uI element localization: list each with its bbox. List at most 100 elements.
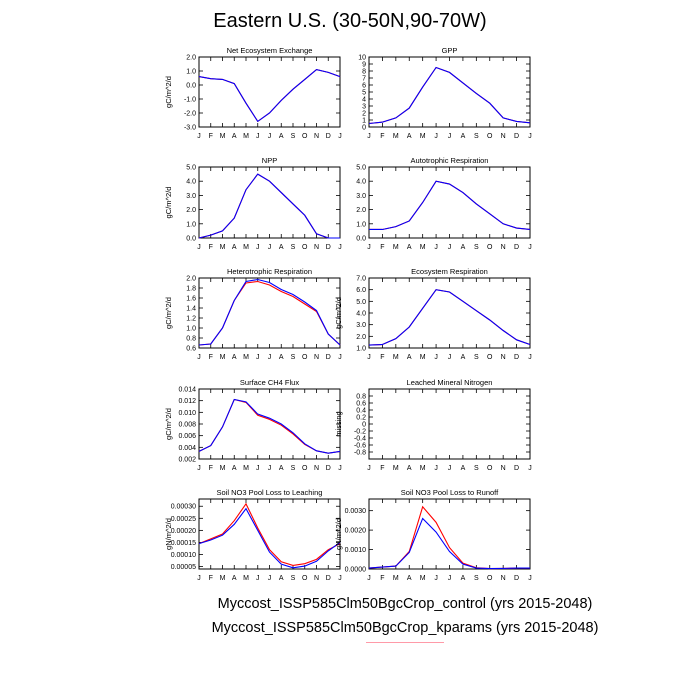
x-tick-label: A [232, 575, 237, 582]
y-tick-label: 0.0 [186, 236, 196, 243]
x-tick-label: J [367, 244, 371, 251]
page-title: Eastern U.S. (30-50N,90-70W) [213, 10, 487, 32]
y-tick-label: 1.0 [186, 221, 196, 228]
x-tick-label: J [434, 465, 438, 472]
x-tick-label: A [279, 575, 284, 582]
series-line-2 [198, 69, 341, 123]
plot-frame [198, 277, 341, 349]
y-tick-label: 0.008 [178, 422, 196, 429]
x-tick-label: N [501, 133, 506, 140]
y-tick-label: 0.4 [356, 408, 366, 415]
x-tick-label: S [291, 244, 296, 251]
panel-4: Autotrophic Respiration 5.0 4.0 3.0 2.0 1.0 0.… [356, 156, 531, 251]
x-tick-label: N [314, 133, 319, 140]
y-tick-label: -1.0 [184, 97, 196, 104]
x-tick-label: J [338, 465, 342, 472]
y-tick-label: 5.0 [356, 299, 366, 306]
y-tick-label: -0.8 [354, 450, 366, 457]
y-tick-label: 10 [358, 55, 366, 62]
panel-7: Surface CH4 Flux gC/m^2/d 0.014 0.012 0.010 0… [164, 378, 342, 472]
y-axis-label: gC/m^2/d [164, 76, 173, 108]
y-tick-label: 0.8 [356, 394, 366, 401]
x-tick-label: J [268, 244, 272, 251]
series-line-1 [198, 398, 341, 454]
y-tick-label: -3.0 [184, 125, 196, 132]
x-tick-label: M [220, 354, 226, 361]
x-tick-label: J [448, 354, 452, 361]
x-tick-label: J [256, 354, 260, 361]
x-tick-label: O [302, 354, 308, 361]
x-tick-label: F [380, 354, 384, 361]
x-tick-label: J [256, 133, 260, 140]
x-tick-label: A [461, 244, 466, 251]
x-tick-label: N [314, 354, 319, 361]
x-tick-label: J [197, 133, 201, 140]
x-tick-label: O [487, 133, 493, 140]
x-tick-label: N [501, 244, 506, 251]
panel-9: Soil NO3 Pool Loss to LeachinggN/m^2/d0.… [164, 488, 342, 582]
x-tick-label: A [461, 465, 466, 472]
x-tick-label: J [434, 575, 438, 582]
x-tick-label: M [420, 575, 426, 582]
x-tick-label: S [474, 244, 479, 251]
panel-10: Soil NO3 Pool Loss to RunoffgN/m^2/d0.00… [334, 488, 532, 582]
plot-frame [368, 56, 531, 128]
y-tick-label: 3.0 [186, 193, 196, 200]
x-tick-label: A [279, 133, 284, 140]
x-tick-label: S [291, 465, 296, 472]
x-tick-label: F [209, 133, 213, 140]
panel-title: Leached Mineral Nitrogen [407, 378, 493, 387]
legend-entry-control: Myccost_ISSP585Clm50BgcCrop_control (yrs… [217, 596, 593, 612]
panel-title: Net Ecosystem Exchange [227, 46, 313, 55]
x-tick-label: J [268, 354, 272, 361]
plot-frame [368, 498, 531, 570]
y-tick-label: 1.4 [186, 306, 196, 313]
x-tick-label: J [256, 244, 260, 251]
y-tick-label: 0.010 [178, 410, 196, 417]
x-tick-label: A [279, 354, 284, 361]
y-tick-label: 0.0020 [345, 528, 367, 535]
panel-8: Leached Mineral Nitrogen missing 0.80.60.4… [334, 378, 532, 472]
series-line-2 [198, 507, 341, 569]
y-tick-label: 0.00005 [171, 564, 196, 571]
panel-1: Net Ecosystem Exchange gC/m^2/d 2.0 1.0 0.0 -… [164, 46, 342, 140]
y-tick-label: -0.4 [354, 436, 366, 443]
x-tick-label: O [302, 465, 308, 472]
panel-title: Heterotrophic Respiration [227, 267, 312, 276]
x-tick-label: A [407, 575, 412, 582]
x-tick-label: D [514, 465, 519, 472]
y-tick-label: 3 [362, 104, 366, 111]
plot-frame [368, 388, 531, 460]
x-tick-label: O [487, 244, 493, 251]
plot-frame [198, 388, 341, 460]
series-line-2 [368, 517, 530, 570]
y-axis-label: gC/m^2/d [334, 297, 343, 329]
x-tick-label: A [407, 244, 412, 251]
y-tick-label: 7.0 [356, 276, 366, 283]
y-tick-label: -0.6 [354, 443, 366, 450]
y-tick-label: 0 [362, 125, 366, 132]
series-line-1 [198, 173, 340, 239]
y-axis-label: gC/m^2/d [164, 297, 173, 329]
x-tick-label: F [209, 465, 213, 472]
x-tick-label: J [367, 133, 371, 140]
x-tick-label: J [448, 575, 452, 582]
legend-entry-kparams: Myccost_ISSP585Clm50BgcCrop_kparams (yrs… [211, 620, 599, 636]
x-tick-label: J [338, 575, 342, 582]
x-tick-label: M [420, 133, 426, 140]
x-tick-label: A [279, 244, 284, 251]
x-tick-label: S [291, 354, 296, 361]
y-tick-label: 1.0 [356, 221, 366, 228]
series-line-2 [369, 180, 531, 231]
x-tick-label: M [220, 465, 226, 472]
plot-frame [198, 56, 341, 128]
x-tick-label: J [367, 465, 371, 472]
y-tick-label: 2.0 [186, 55, 196, 62]
x-tick-label: O [302, 133, 308, 140]
x-tick-label: N [501, 575, 506, 582]
y-axis-label: gN/m^2/d [164, 518, 173, 550]
x-tick-label: S [291, 133, 296, 140]
x-tick-label: N [501, 465, 506, 472]
x-tick-label: M [393, 244, 399, 251]
x-tick-label: D [326, 354, 331, 361]
